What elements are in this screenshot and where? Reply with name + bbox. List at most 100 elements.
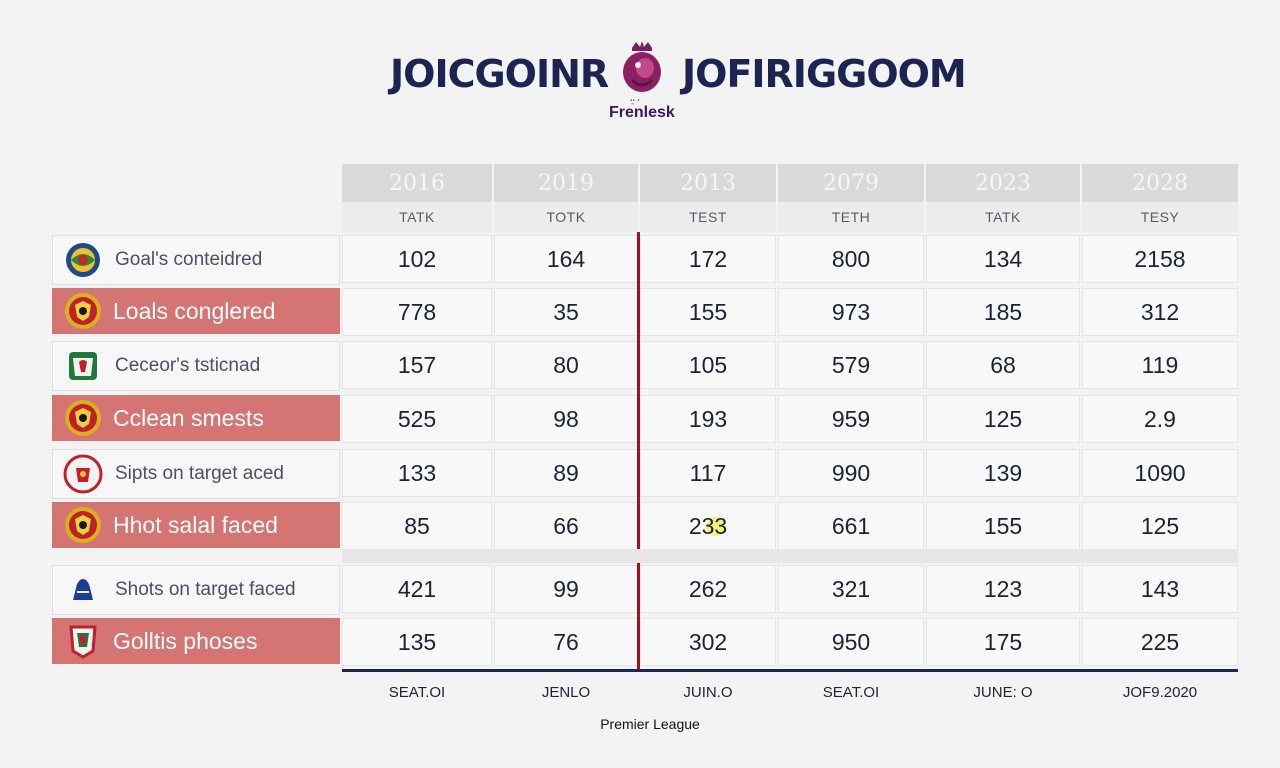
table-cell: 175 (926, 618, 1080, 666)
row-label-text: Cclean smests (113, 404, 264, 431)
column-footer: JUNE: O (973, 683, 1033, 701)
liverbird-shield-crest-icon (69, 625, 97, 659)
cell-value: 262 (688, 575, 728, 602)
cell-value: 66 (553, 512, 579, 539)
table-cell: 76 (494, 618, 638, 666)
cell-value: 76 (553, 628, 579, 655)
table-cell: 321 (778, 565, 924, 613)
cell-value: 99 (553, 575, 579, 602)
table-bottom-rule (342, 669, 1238, 672)
cell-value: 139 (983, 459, 1023, 486)
cell-value: 135 (397, 628, 437, 655)
table-gap-band (342, 549, 1238, 563)
row-label: Shots on target faced (52, 565, 340, 615)
table-cell: 119 (1082, 341, 1238, 389)
table-cell: 157 (342, 341, 492, 389)
table-cell: 125 (926, 395, 1080, 443)
sub-header: TATK (926, 202, 1080, 232)
table-cell: 990 (778, 449, 924, 497)
table-cell: 525 (342, 395, 492, 443)
cell-value: 134 (983, 245, 1023, 272)
cell-value: 800 (831, 245, 871, 272)
table-cell: 139 (926, 449, 1080, 497)
cell-value: 155 (688, 298, 728, 325)
table-cell: 134 (926, 235, 1080, 283)
table-cell: 155 (926, 502, 1080, 550)
sub-header: TATK (342, 202, 492, 232)
table-cell: 102 (342, 235, 492, 283)
footer-note: Premier League (600, 716, 700, 732)
table-cell: 85 (342, 502, 492, 550)
column-footer: JUIN.O (683, 683, 733, 701)
column-footer: SEAT.OI (822, 683, 880, 701)
year-header: 2016 (342, 164, 492, 202)
logo-small-text: ꞏ̱ꞏ ꞏ (630, 96, 640, 105)
cell-value: 950 (831, 628, 871, 655)
cell-value: 164 (546, 245, 586, 272)
table-cell: 117 (640, 449, 776, 497)
table-cell: 233 (640, 502, 776, 550)
table-cell: 2158 (1082, 235, 1238, 283)
row-label-text: Goal's conteidred (115, 249, 263, 270)
cell-value: 959 (831, 405, 871, 432)
cell-value: 225 (1140, 628, 1180, 655)
row-label-text: Sipts on target aced (115, 463, 284, 484)
table-cell: 950 (778, 618, 924, 666)
cell-value: 172 (688, 245, 728, 272)
cell-value: 35 (553, 298, 579, 325)
year-header: 2023 (926, 164, 1080, 202)
cell-value: 175 (983, 628, 1023, 655)
table-cell: 778 (342, 288, 492, 336)
table-cell: 68 (926, 341, 1080, 389)
cell-value: 421 (397, 575, 437, 602)
table-cell: 99 (494, 565, 638, 613)
cell-value: 105 (688, 351, 728, 378)
table-cell: 135 (342, 618, 492, 666)
cell-value: 80 (553, 351, 579, 378)
table-cell: 89 (494, 449, 638, 497)
sub-header: TETH (778, 202, 924, 232)
sub-header: TESY (1082, 202, 1238, 232)
logo-caption: Frenlesk (609, 104, 675, 121)
row-label: Goal's conteidred (52, 235, 340, 285)
cell-value: 579 (831, 351, 871, 378)
table-cell: 661 (778, 502, 924, 550)
table-cell: 123 (926, 565, 1080, 613)
cell-value: 321 (831, 575, 871, 602)
row-label-text: Ceceor's tsticnad (115, 355, 261, 376)
devil-crest-icon (65, 507, 101, 543)
table-cell: 80 (494, 341, 638, 389)
table-cell: 105 (640, 341, 776, 389)
red-round-crest-icon (63, 454, 103, 494)
column-footer: SEAT.OI (388, 683, 446, 701)
divider-line-top (637, 232, 640, 549)
table-cell: 98 (494, 395, 638, 443)
row-label: Golltis phoses (52, 618, 340, 664)
column-footer: JENLO (541, 683, 591, 701)
table-cell: 66 (494, 502, 638, 550)
table-cell: 302 (640, 618, 776, 666)
cell-value: 185 (983, 298, 1023, 325)
devil-crest-icon (65, 400, 101, 436)
table-cell: 172 (640, 235, 776, 283)
cell-value: 125 (983, 405, 1023, 432)
row-label: Loals conglered (52, 288, 340, 334)
table-cell: 959 (778, 395, 924, 443)
lion-crest-icon (73, 579, 93, 600)
table-cell: 973 (778, 288, 924, 336)
cell-value: 778 (397, 298, 437, 325)
liverbird-crest-icon (69, 352, 97, 380)
table-cell: 193 (640, 395, 776, 443)
year-header: 2013 (640, 164, 776, 202)
row-label-text: Loals conglered (113, 297, 276, 324)
cell-value: 157 (397, 351, 437, 378)
table-cell: 312 (1082, 288, 1238, 336)
premier-league-lion-icon (623, 41, 661, 92)
cell-value: 302 (688, 628, 728, 655)
year-header: 2079 (778, 164, 924, 202)
cell-value: 973 (831, 298, 871, 325)
table-cell: 164 (494, 235, 638, 283)
cell-value: 1090 (1134, 459, 1186, 486)
cell-value: 85 (404, 512, 430, 539)
